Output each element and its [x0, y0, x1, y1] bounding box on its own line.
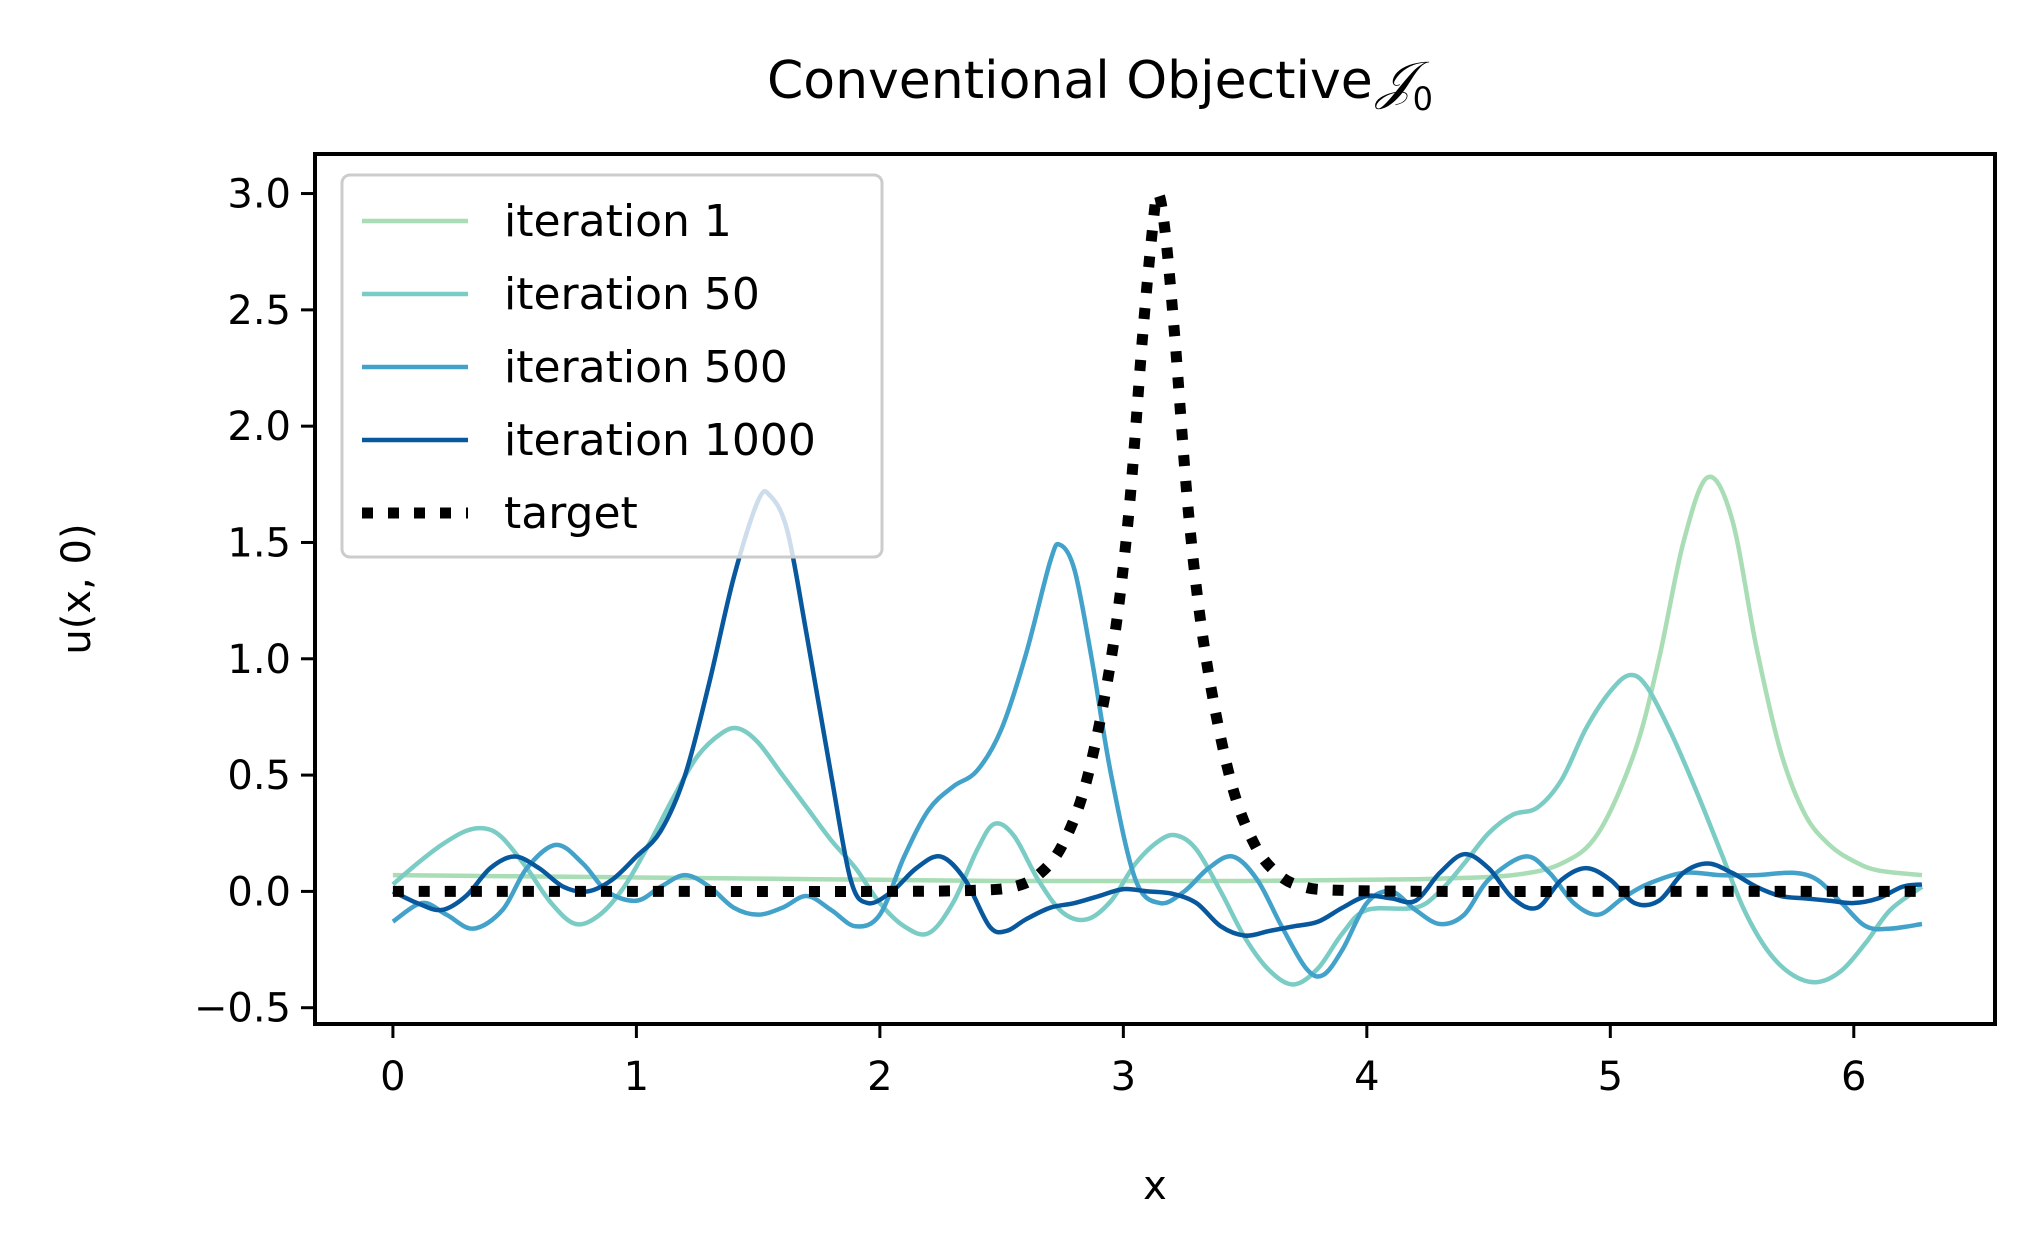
y-tick-label-4: 1.5	[227, 520, 291, 566]
legend-label-2: iteration 500	[504, 342, 788, 393]
x-tick-label-2: 2	[867, 1054, 892, 1100]
y-tick-label-5: 2.0	[227, 404, 291, 450]
legend-label-0: iteration 1	[504, 196, 732, 247]
x-axis: 0 1 2 3 4 5 6	[380, 1024, 1867, 1100]
legend-label-1: iteration 50	[504, 269, 760, 320]
plot-frame	[313, 152, 1997, 1026]
legend: iteration 1 iteration 50 iteration 500 iter…	[340, 173, 884, 559]
y-tick-label-3: 1.0	[227, 637, 291, 683]
series-line-iteration-500	[391, 541, 1923, 979]
x-tick-label-3: 3	[1111, 1054, 1136, 1100]
y-tick-label-2: 0.5	[227, 753, 291, 799]
series-line-target	[392, 188, 1922, 897]
legend-box	[340, 173, 884, 559]
y-tick-label-1: 0.0	[227, 869, 291, 915]
x-tick-label-1: 1	[624, 1054, 649, 1100]
series-line-iteration-1	[392, 474, 1923, 884]
x-axis-label: x	[1143, 1163, 1167, 1209]
x-tick-label-6: 6	[1841, 1054, 1866, 1100]
y-tick-label-0: −0.5	[194, 986, 291, 1032]
y-tick-label-7: 3.0	[227, 172, 291, 218]
x-tick-label-4: 4	[1354, 1054, 1379, 1100]
chart-title-text: Conventional Objective	[767, 51, 1373, 111]
chart-title-subscript: 0	[1413, 80, 1433, 118]
x-tick-label-0: 0	[380, 1054, 405, 1100]
y-axis-label: u(x, 0)	[54, 523, 100, 654]
x-tick-label-5: 5	[1598, 1054, 1623, 1100]
y-axis: −0.5 0.0 0.5 1.0 1.5 2.0 2.5 3.0	[194, 172, 315, 1032]
series-line-iteration-50	[391, 672, 1924, 987]
legend-items: iteration 1 iteration 50 iteration 500 iter…	[362, 196, 816, 539]
svg-text:Conventional Objective𝒥0: Conventional Objective𝒥0	[767, 51, 1433, 118]
y-tick-label-6: 2.5	[227, 288, 291, 334]
plot-area	[391, 188, 1924, 987]
legend-label-3: iteration 1000	[504, 415, 816, 466]
series-line-iteration-1000	[391, 489, 1923, 938]
series-layer	[391, 188, 1924, 987]
legend-label-4: target	[504, 488, 638, 539]
chart-title: Conventional Objective𝒥0	[767, 51, 1433, 118]
